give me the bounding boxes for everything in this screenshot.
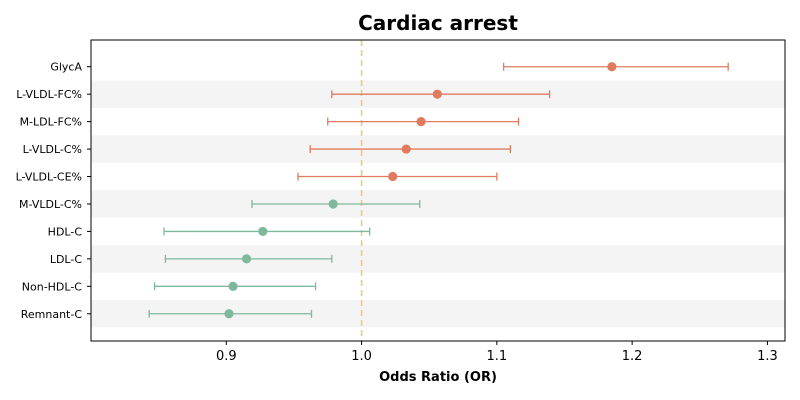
series-row <box>163 226 371 237</box>
series-row <box>297 171 498 182</box>
series-row <box>164 254 333 264</box>
plot-frame <box>90 39 786 342</box>
x-tick-label: 1.0 <box>351 349 372 364</box>
or-point <box>241 254 252 264</box>
data-marks <box>148 62 729 319</box>
y-tick-label: L-VLDL-C% <box>23 143 82 156</box>
y-tick-label: HDL-C <box>48 225 83 238</box>
series-row <box>502 62 729 72</box>
series-row <box>251 199 421 209</box>
y-tick-label: Non-HDL-C <box>22 280 83 293</box>
or-point <box>258 226 268 237</box>
row-stripes <box>91 80 785 328</box>
series-row <box>309 144 512 154</box>
or-point <box>388 171 398 182</box>
series-row <box>153 281 317 291</box>
x-tick-label: 1.1 <box>487 349 508 364</box>
y-tick-label: L-VLDL-CE% <box>16 171 82 184</box>
x-tick-label: 0.9 <box>216 349 237 364</box>
y-tick-label: Remnant-C <box>21 308 83 321</box>
series-row <box>148 309 313 319</box>
y-tick-label: L-VLDL-FC% <box>16 88 82 101</box>
y-tick-label: LDL-C <box>50 253 83 266</box>
or-point <box>432 89 442 99</box>
y-tick-label: M-VLDL-C% <box>19 198 82 211</box>
or-point <box>401 144 411 154</box>
x-axis-label: Odds Ratio (OR) <box>379 370 497 385</box>
or-point <box>228 281 238 291</box>
or-point <box>328 199 338 209</box>
x-axis-ticks: 0.9 1.0 1.1 1.2 1.3 <box>216 341 778 364</box>
or-point <box>607 62 617 72</box>
row-stripe <box>91 190 785 218</box>
x-tick-label: 1.3 <box>757 349 778 364</box>
y-tick-label: M-LDL-FC% <box>20 116 82 129</box>
chart-title: Cardiac arrest <box>358 11 518 35</box>
y-tick-label: GlycA <box>50 61 82 74</box>
or-point <box>224 309 234 319</box>
or-point <box>416 117 426 127</box>
series-row <box>327 117 520 127</box>
y-axis-labels: GlycA L-VLDL-FC% M-LDL-FC% L-VLDL-C% L-VLDL-… <box>16 61 91 321</box>
x-tick-label: 1.2 <box>622 349 643 364</box>
series-row <box>331 89 551 99</box>
